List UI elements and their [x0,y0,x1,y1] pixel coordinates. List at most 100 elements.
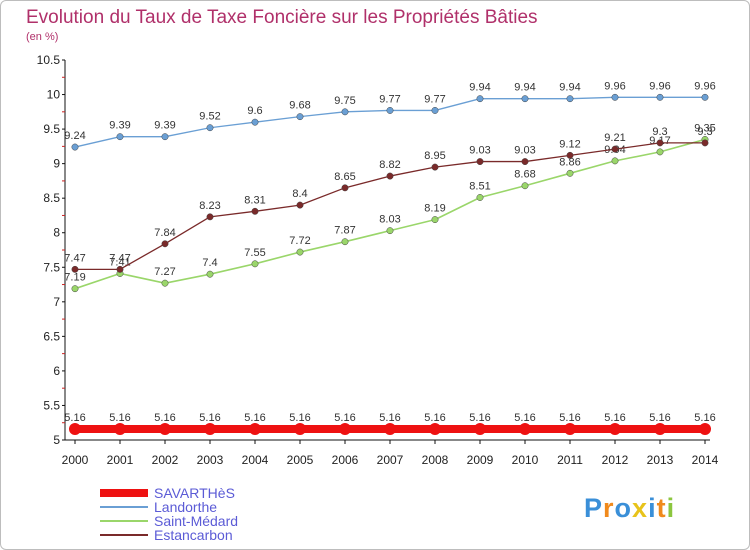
chart-subtitle: (en %) [26,31,58,43]
data-label: 9.94 [559,82,580,94]
data-point [206,213,214,221]
data-point [566,151,574,159]
y-tick-label: 5.5 [43,398,60,412]
data-point [116,265,124,273]
logo-letter: i [667,493,676,523]
data-label: 5.16 [334,412,355,424]
data-point [341,238,349,246]
y-tick-label: 6 [53,364,60,378]
data-point [654,422,666,435]
x-tick-label: 2002 [152,453,179,467]
data-label: 8.95 [424,150,445,162]
data-point [249,422,261,435]
data-label: 7.84 [154,227,175,239]
data-label: 5.16 [154,412,175,424]
data-point [476,158,484,166]
data-point [611,93,619,101]
data-point [699,422,711,435]
data-point [251,118,259,126]
y-tick-label: 5 [53,433,60,447]
data-point [116,133,124,141]
data-label: 5.16 [514,412,535,424]
data-label: 9.03 [514,145,535,157]
data-point [386,172,394,180]
data-label: 8.82 [379,159,400,171]
data-label: 9.35 [694,122,715,134]
data-label: 7.47 [64,252,85,264]
legend-label: Landorthe [154,499,217,515]
logo-letter: t [657,493,667,523]
x-tick-label: 2003 [197,453,224,467]
data-point [431,216,439,224]
data-label: 9.6 [247,105,262,117]
data-point [431,163,439,171]
data-label: 7.4 [202,257,217,269]
legend-label: Saint-Médard [154,513,238,529]
x-tick-label: 2008 [422,453,449,467]
data-label: 9.3 [697,126,712,138]
data-label: 9.21 [604,132,625,144]
data-point [159,422,171,435]
data-point [656,148,664,156]
data-point [251,260,259,268]
data-label: 9.77 [424,93,445,105]
data-point [296,201,304,209]
data-point [161,279,169,287]
series-3: 7.47 7.47 7.84 8.23 8.31 8.4 8.65 8.82 8.95 9.03 9… [64,126,713,273]
axes: 5 5.5 6 6.5 7 7.5 8 8.5 9 9.5 10 10.5 2000 2001 2002 20… [37,53,719,467]
logo-letter: P [584,493,603,523]
data-label: 8.19 [424,203,445,215]
data-label: 5.16 [64,412,85,424]
data-point [656,139,664,147]
data-point [386,106,394,114]
data-point [161,133,169,141]
data-label: 5.16 [109,412,130,424]
data-label: 9.94 [514,82,535,94]
data-label: 5.16 [289,412,310,424]
data-label: 8.4 [292,188,307,200]
logo-letter: i [648,493,657,523]
data-label: 5.16 [199,412,220,424]
y-tick-label: 9.5 [43,122,60,136]
y-tick-label: 9 [53,157,60,171]
data-point [206,124,214,132]
data-point [521,182,529,190]
logo-letter: x [632,493,648,523]
data-label: 5.16 [604,412,625,424]
y-tick-label: 7 [53,295,60,309]
data-point [71,143,79,151]
data-label: 8.31 [244,194,265,206]
data-point [69,422,81,435]
data-point [611,157,619,165]
x-tick-label: 2012 [602,453,629,467]
data-point [566,95,574,103]
data-label: 7.19 [64,272,85,284]
logo-letter: r [603,493,615,523]
data-point [341,184,349,192]
x-tick-label: 2000 [62,453,89,467]
data-point [429,422,441,435]
legend-label: Estancarbon [154,527,233,543]
data-label: 9.52 [199,111,220,123]
data-point [251,207,259,215]
data-point [476,194,484,201]
y-tick-label: 10 [47,88,61,102]
data-label: 9.12 [559,138,580,150]
data-label: 7.87 [334,225,355,237]
data-label: 8.86 [559,156,580,168]
data-point [341,108,349,116]
data-label: 9.94 [469,82,490,94]
x-tick-label: 2010 [512,453,539,467]
series-2: 7.19 7.41 7.27 7.4 7.55 7.72 7.87 8.03 8.19 8.51 8… [64,122,716,293]
data-label: 9.68 [289,100,310,112]
data-point [204,422,216,435]
data-label: 5.16 [559,412,580,424]
data-point [474,422,486,435]
data-point [656,93,664,101]
data-point [701,93,709,101]
data-label: 8.23 [199,200,220,212]
legend-label: SAVARTHèS [154,485,235,501]
y-tick-label: 7.5 [43,260,60,274]
data-point [476,95,484,103]
